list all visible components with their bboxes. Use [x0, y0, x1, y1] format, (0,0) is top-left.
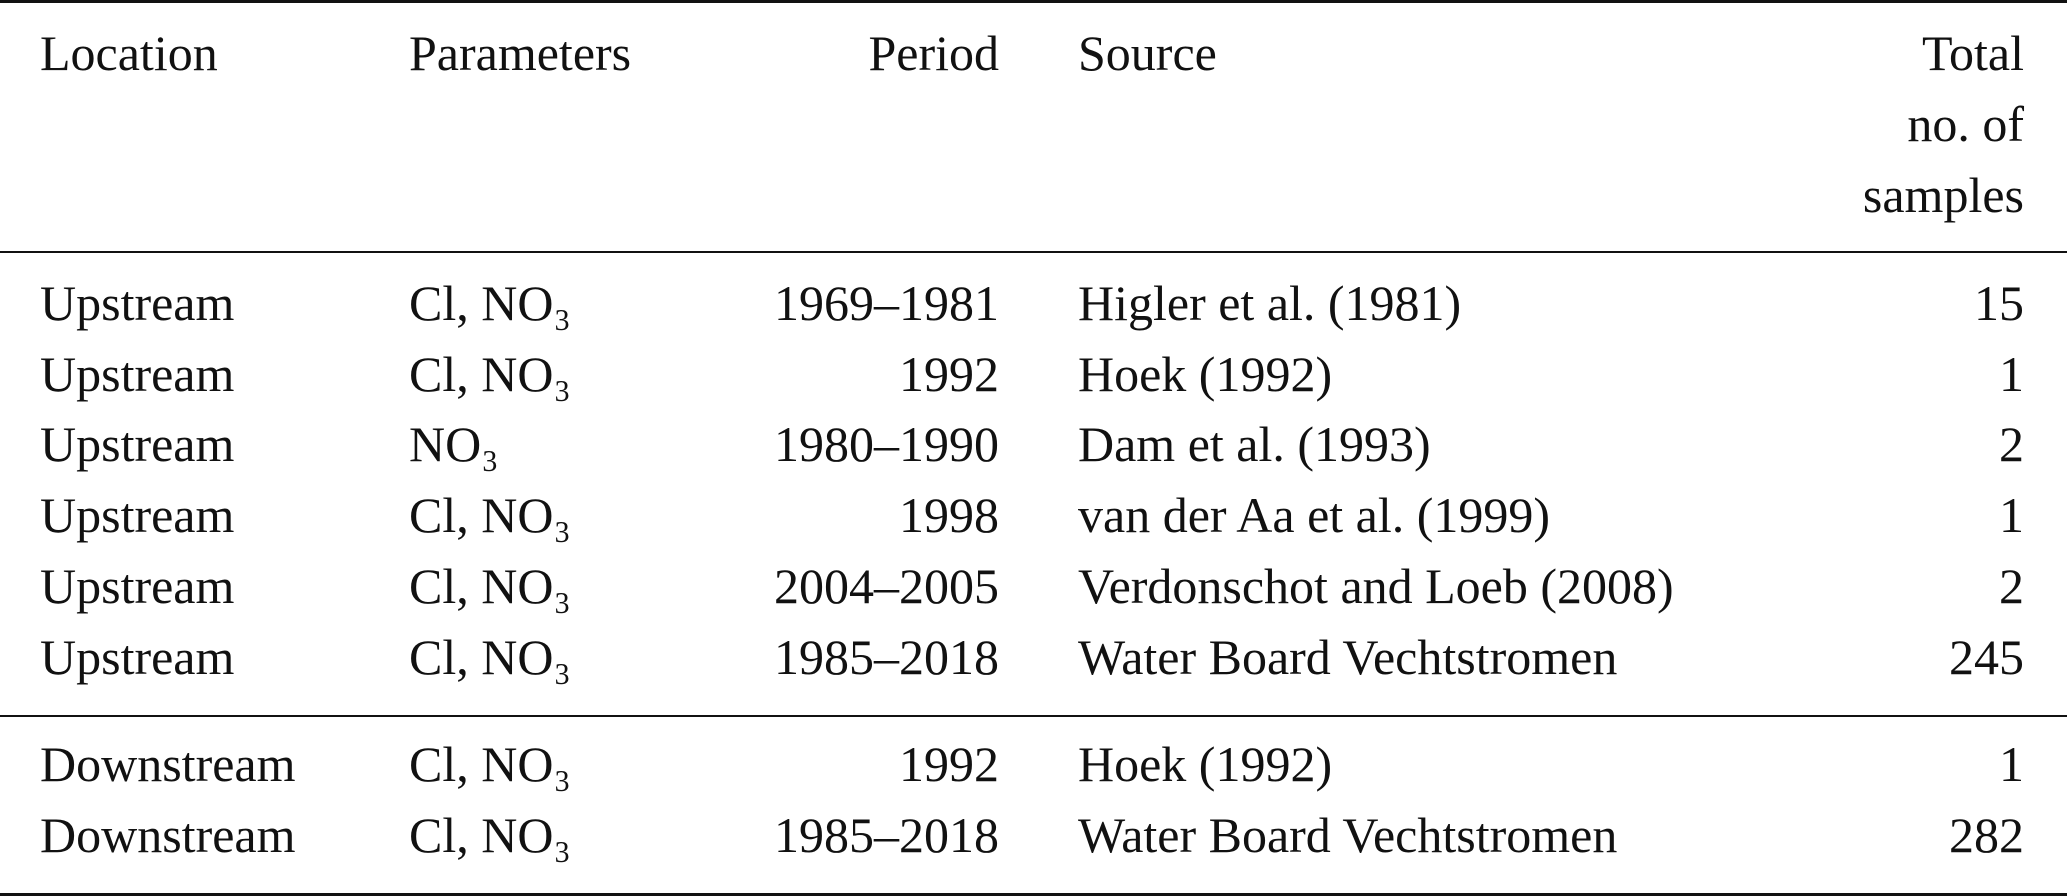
header-samples: samples [1862, 167, 2024, 223]
header-samples: Total [1921, 25, 2024, 81]
group-rule [0, 715, 2067, 717]
period-cell: 1992 [899, 345, 999, 402]
parameters-cell: Cl, NO₃ [409, 345, 571, 402]
source-cell: Higler et al. (1981) [1078, 275, 1462, 331]
parameters-cell: Cl, NO₃ [409, 806, 571, 863]
source-cell: van der Aa et al. (1999) [1078, 487, 1551, 544]
parameters-cell: Cl, NO₃ [409, 736, 571, 792]
samples-cell: 1 [1999, 487, 2024, 544]
header-rule [0, 251, 2067, 253]
period-cell: 1985–2018 [774, 628, 999, 685]
samples-cell: 245 [1949, 628, 2024, 685]
header-period: Period [868, 25, 999, 81]
parameters-cell: Cl, NO₃ [409, 628, 571, 685]
source-cell: Water Board Vechtstromen [1078, 628, 1618, 685]
location-cell: Downstream [40, 806, 296, 863]
location-cell: Upstream [40, 416, 235, 473]
parameters-cell: Cl, NO₃ [409, 557, 571, 614]
bottom-rule [0, 893, 2067, 896]
period-cell: 2004–2005 [774, 557, 999, 614]
header-source: Source [1078, 25, 1217, 81]
period-cell: 1992 [899, 736, 999, 792]
parameters-cell: Cl, NO₃ [409, 275, 571, 331]
samples-cell: 15 [1974, 275, 2024, 331]
samples-cell: 1 [1999, 345, 2024, 402]
period-cell: 1969–1981 [774, 275, 999, 331]
period-cell: 1985–2018 [774, 806, 999, 863]
samples-cell: 2 [1999, 416, 2024, 473]
source-cell: Hoek (1992) [1078, 345, 1333, 402]
source-cell: Hoek (1992) [1078, 736, 1333, 792]
parameters-cell: Cl, NO₃ [409, 487, 571, 544]
samples-cell: 2 [1999, 557, 2024, 614]
parameters-cell: NO₃ [409, 416, 499, 473]
period-cell: 1998 [899, 487, 999, 544]
header-parameters: Parameters [409, 25, 632, 81]
location-cell: Downstream [40, 736, 296, 792]
top-rule [0, 0, 2067, 3]
samples-cell: 1 [1999, 736, 2024, 792]
header-samples: no. of [1907, 96, 2024, 152]
location-cell: Upstream [40, 275, 235, 331]
period-cell: 1980–1990 [774, 416, 999, 473]
location-cell: Upstream [40, 557, 235, 614]
samples-cell: 282 [1949, 806, 2024, 863]
header-location: Location [40, 25, 218, 81]
source-cell: Dam et al. (1993) [1078, 416, 1431, 473]
location-cell: Upstream [40, 628, 235, 685]
location-cell: Upstream [40, 487, 235, 544]
source-cell: Verdonschot and Loeb (2008) [1078, 557, 1674, 614]
location-cell: Upstream [40, 345, 235, 402]
source-cell: Water Board Vechtstromen [1078, 806, 1618, 863]
